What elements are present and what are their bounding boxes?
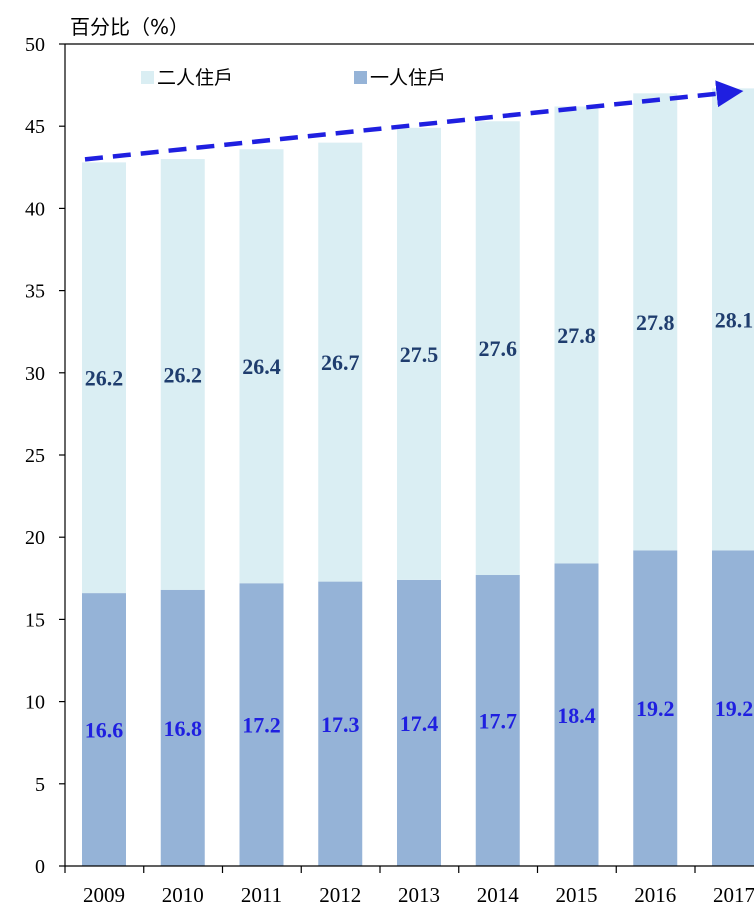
value-label-two-person-2013: 27.5 <box>400 342 439 367</box>
bar-two-person-2016 <box>633 93 678 551</box>
y-tick-label-40: 40 <box>25 198 45 220</box>
value-label-two-person-2017: 28.1 <box>715 307 754 332</box>
y-tick-label-10: 10 <box>25 692 45 714</box>
x-tick-label-2009: 2009 <box>83 883 125 907</box>
value-label-two-person-2016: 27.8 <box>636 310 675 335</box>
trend-arrow <box>84 80 744 162</box>
legend: 二人住戶 一人住戶 <box>141 67 446 89</box>
bar-one-person-2011 <box>239 583 284 866</box>
y-tick-label-5: 5 <box>35 774 45 796</box>
bars-layer <box>82 88 754 866</box>
y-tick-label-0: 0 <box>35 856 45 878</box>
bar-two-person-2014 <box>475 121 520 576</box>
value-label-one-person-2013: 17.4 <box>400 711 439 736</box>
legend-label-1: 一人住戶 <box>370 67 446 89</box>
y-tick-label-15: 15 <box>25 609 45 631</box>
value-label-two-person-2009: 26.2 <box>85 366 124 391</box>
trend-layer <box>84 80 744 162</box>
value-label-two-person-2010: 26.2 <box>164 362 203 387</box>
bar-two-person-2015 <box>554 106 599 564</box>
value-label-two-person-2014: 27.6 <box>479 336 518 361</box>
legend-swatch-0 <box>141 71 154 84</box>
value-label-one-person-2011: 17.2 <box>242 713 281 738</box>
bar-one-person-2017 <box>712 550 754 866</box>
legend-label-0: 二人住戶 <box>157 67 233 89</box>
bar-one-person-2016 <box>633 550 678 866</box>
value-label-two-person-2015: 27.8 <box>557 323 596 348</box>
bar-one-person-2010 <box>160 589 205 866</box>
value-label-one-person-2015: 18.4 <box>557 703 596 728</box>
x-tick-label-2016: 2016 <box>634 883 676 907</box>
x-tick-label-2011: 2011 <box>241 883 282 907</box>
x-tick-label-2012: 2012 <box>319 883 361 907</box>
bar-one-person-2013 <box>397 579 441 866</box>
value-label-one-person-2014: 17.7 <box>479 709 518 734</box>
value-label-one-person-2012: 17.3 <box>321 712 360 737</box>
value-label-two-person-2012: 26.7 <box>321 350 360 375</box>
bar-one-person-2012 <box>318 581 363 866</box>
bar-two-person-2017 <box>712 88 754 551</box>
bar-two-person-2010 <box>160 159 205 590</box>
bar-two-person-2009 <box>82 162 126 594</box>
value-label-one-person-2009: 16.6 <box>85 718 124 743</box>
x-tick-label-2010: 2010 <box>162 883 204 907</box>
x-tick-label-2015: 2015 <box>556 883 598 907</box>
bar-one-person-2014 <box>475 575 520 866</box>
value-label-one-person-2017: 19.2 <box>715 696 754 721</box>
bar-two-person-2012 <box>318 142 363 582</box>
value-label-two-person-2011: 26.4 <box>242 354 281 379</box>
axes-layer: 0 5 10 15 20 25 30 35 40 45 50 2009 2010 2011 2012 2013… <box>25 34 754 907</box>
bar-one-person-2009 <box>82 593 126 866</box>
bar-two-person-2013 <box>397 127 441 580</box>
bar-one-person-2015 <box>554 563 599 866</box>
y-tick-label-25: 25 <box>25 445 45 467</box>
value-labels-layer: 16.6 26.2 16.8 26.2 17.2 26.4 17.3 26.7 17.4 27.5… <box>85 307 754 742</box>
y-tick-label-20: 20 <box>25 527 45 549</box>
x-tick-label-2017: 2017 <box>713 883 754 907</box>
y-tick-label-30: 30 <box>25 363 45 385</box>
x-tick-label-2013: 2013 <box>398 883 440 907</box>
y-tick-label-50: 50 <box>25 34 45 56</box>
x-tick-label-2014: 2014 <box>477 883 520 907</box>
value-label-one-person-2016: 19.2 <box>636 696 675 721</box>
bar-two-person-2011 <box>239 149 284 584</box>
y-tick-label-35: 35 <box>25 281 45 303</box>
legend-swatch-1 <box>354 71 367 84</box>
y-axis-title: 百分比（%） <box>70 15 189 39</box>
y-tick-label-45: 45 <box>25 116 45 138</box>
value-label-one-person-2010: 16.8 <box>164 716 203 741</box>
